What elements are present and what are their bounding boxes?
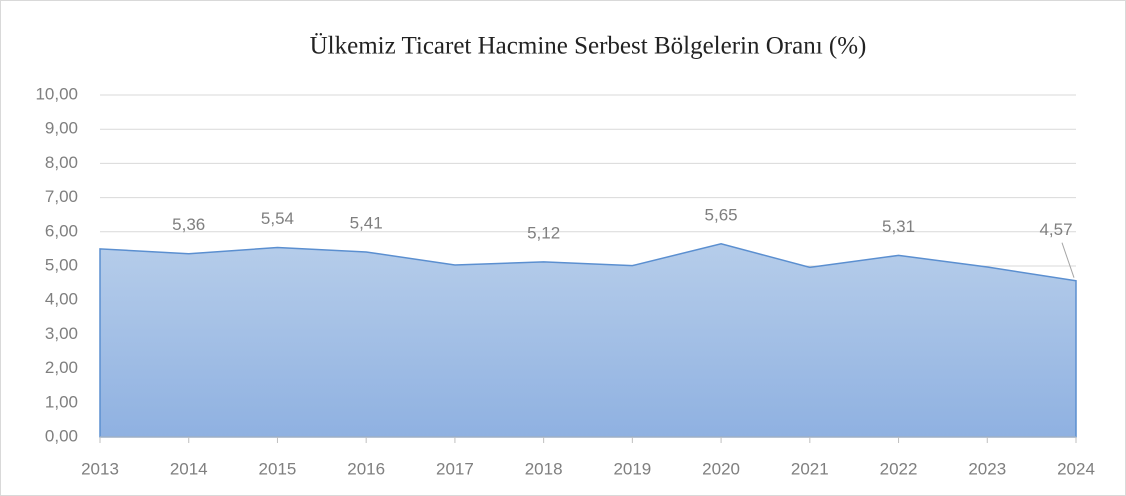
y-tick-label: 2,00 — [45, 358, 78, 377]
data-label: 5,65 — [705, 205, 738, 224]
x-tick-label: 2018 — [525, 459, 563, 478]
y-tick-label: 9,00 — [45, 119, 78, 138]
y-tick-label: 4,00 — [45, 290, 78, 309]
data-label: 5,54 — [261, 209, 294, 228]
x-tick-label: 2020 — [702, 459, 740, 478]
x-tick-label: 2021 — [791, 459, 829, 478]
leader-line — [1061, 242, 1075, 278]
chart-title: Ülkemiz Ticaret Hacmine Serbest Bölgeler… — [310, 33, 867, 60]
y-tick-label: 3,00 — [45, 324, 78, 343]
y-tick-label: 1,00 — [45, 392, 78, 411]
area — [99, 242, 1077, 438]
data-label: 5,36 — [172, 215, 205, 234]
y-tick-label: 7,00 — [45, 187, 78, 206]
x-tick-label: 2014 — [170, 459, 208, 478]
x-tick-label: 2023 — [968, 459, 1006, 478]
data-label: 5,31 — [882, 217, 915, 236]
y-tick-label: 0,00 — [45, 426, 78, 445]
data-label: 5,41 — [350, 213, 383, 232]
y-tick-label: 5,00 — [45, 255, 78, 274]
data-label: 5,12 — [527, 223, 560, 242]
x-tick-label: 2017 — [436, 459, 474, 478]
y-tick-label: 8,00 — [45, 153, 78, 172]
x-tick-label: 2022 — [880, 459, 918, 478]
x-tick-label: 2024 — [1057, 459, 1095, 478]
x-tick-label: 2016 — [347, 459, 385, 478]
data-label: 4,57 — [1039, 220, 1072, 239]
y-tick-label: 10,00 — [35, 84, 78, 103]
x-tick-label: 2015 — [259, 459, 297, 478]
x-tick-label: 2013 — [81, 459, 119, 478]
x-tick-label: 2019 — [613, 459, 651, 478]
y-tick-label: 6,00 — [45, 221, 78, 240]
